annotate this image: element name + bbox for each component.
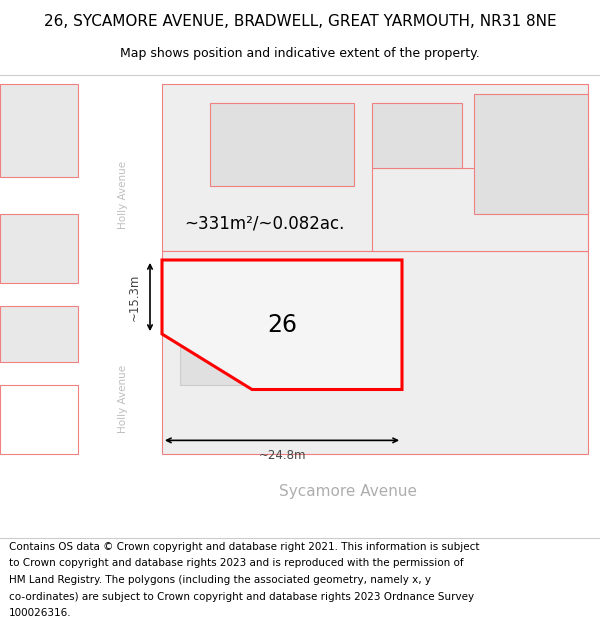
Bar bbox=[84, 75, 162, 538]
Bar bbox=[0, 214, 78, 283]
Bar bbox=[0, 306, 78, 362]
Bar bbox=[372, 102, 462, 168]
Bar bbox=[0, 385, 78, 454]
Text: Map shows position and indicative extent of the property.: Map shows position and indicative extent… bbox=[120, 48, 480, 61]
Text: 100026316.: 100026316. bbox=[9, 608, 71, 618]
Bar bbox=[180, 283, 348, 385]
Text: Holly Avenue: Holly Avenue bbox=[118, 364, 128, 432]
Bar bbox=[162, 251, 588, 454]
Bar bbox=[210, 102, 354, 186]
Text: ~15.3m: ~15.3m bbox=[128, 273, 141, 321]
Text: HM Land Registry. The polygons (including the associated geometry, namely x, y: HM Land Registry. The polygons (includin… bbox=[9, 575, 431, 585]
Text: ~24.8m: ~24.8m bbox=[258, 449, 306, 462]
Bar bbox=[474, 94, 588, 214]
Text: ~331m²/~0.082ac.: ~331m²/~0.082ac. bbox=[184, 214, 344, 232]
Text: Holly Avenue: Holly Avenue bbox=[118, 161, 128, 229]
Bar bbox=[0, 84, 78, 177]
Bar bbox=[162, 84, 588, 251]
Text: 26, SYCAMORE AVENUE, BRADWELL, GREAT YARMOUTH, NR31 8NE: 26, SYCAMORE AVENUE, BRADWELL, GREAT YAR… bbox=[44, 14, 556, 29]
Bar bbox=[0, 454, 600, 538]
Text: co-ordinates) are subject to Crown copyright and database rights 2023 Ordnance S: co-ordinates) are subject to Crown copyr… bbox=[9, 592, 474, 602]
Text: 26: 26 bbox=[267, 312, 297, 337]
Text: to Crown copyright and database rights 2023 and is reproduced with the permissio: to Crown copyright and database rights 2… bbox=[9, 559, 464, 569]
Polygon shape bbox=[162, 260, 402, 389]
Text: Sycamore Avenue: Sycamore Avenue bbox=[279, 484, 417, 499]
Bar bbox=[372, 168, 588, 251]
Text: Contains OS data © Crown copyright and database right 2021. This information is : Contains OS data © Crown copyright and d… bbox=[9, 542, 479, 552]
